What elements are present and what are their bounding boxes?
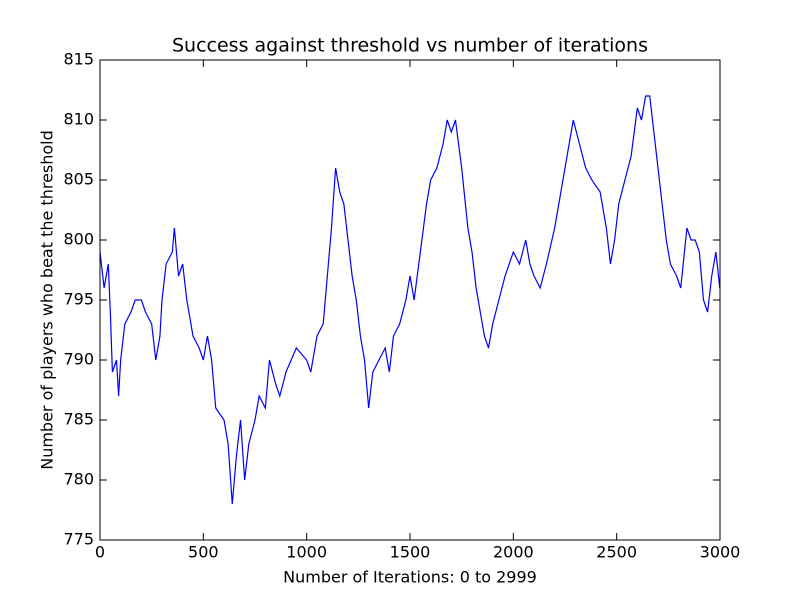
y-tick-label: 810 xyxy=(63,110,94,129)
y-tick-label: 800 xyxy=(63,230,94,249)
x-tick-label: 2500 xyxy=(596,543,637,562)
y-tick-label: 780 xyxy=(63,470,94,489)
y-tick-label: 815 xyxy=(63,50,94,69)
x-tick-label: 500 xyxy=(188,543,219,562)
x-axis-label: Number of Iterations: 0 to 2999 xyxy=(283,568,537,587)
y-tick-label: 805 xyxy=(63,170,94,189)
y-tick-label: 775 xyxy=(63,530,94,549)
y-tick-label: 790 xyxy=(63,350,94,369)
data-line xyxy=(99,95,721,505)
y-tick-label: 785 xyxy=(63,410,94,429)
y-axis-label: Number of players who beat the threshold xyxy=(38,130,57,470)
chart-title: Success against threshold vs number of i… xyxy=(172,35,648,57)
x-tick-label: 3000 xyxy=(700,543,741,562)
x-tick-label: 1500 xyxy=(390,543,431,562)
x-tick-label: 1000 xyxy=(286,543,327,562)
x-tick-label: 0 xyxy=(95,543,105,562)
y-tick-label: 795 xyxy=(63,290,94,309)
x-tick-label: 2000 xyxy=(493,543,534,562)
